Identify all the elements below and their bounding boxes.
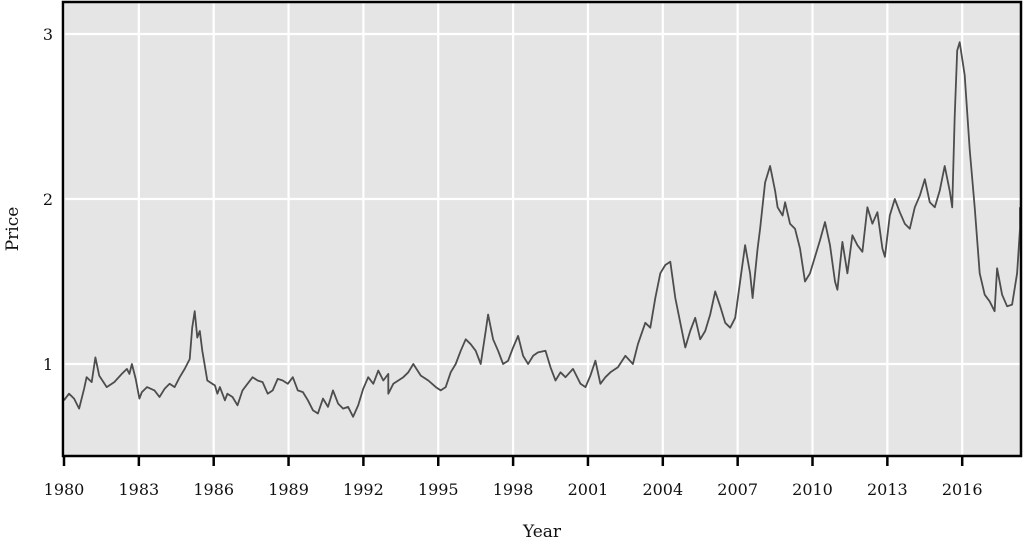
- y-tick-label: 1: [43, 355, 53, 374]
- plot-border: [61, 0, 1023, 458]
- y-tick-label: 3: [43, 25, 53, 44]
- x-tick-label: 2001: [568, 480, 609, 499]
- price-series-line: [63, 41, 1021, 418]
- x-axis-ticks: 1980 1983 1986 1989 1992 1995 1998 2001 2004 2007…: [44, 456, 983, 499]
- x-tick-label: 2016: [942, 480, 983, 499]
- y-axis-ticks: 1 2 3: [43, 25, 53, 374]
- y-tick-label: 2: [43, 190, 53, 209]
- x-tick-label: 2007: [717, 480, 758, 499]
- x-tick-label: 1983: [118, 480, 159, 499]
- x-tick-label: 1992: [343, 480, 384, 499]
- x-tick-label: 1980: [44, 480, 85, 499]
- gridlines: [62, 2, 1021, 456]
- plot-panel: [63, 2, 1021, 456]
- x-tick-label: 1998: [493, 480, 534, 499]
- x-tick-label: 2010: [792, 480, 833, 499]
- x-tick-label: 2004: [642, 480, 683, 499]
- x-tick-label: 1989: [268, 480, 309, 499]
- x-axis-title: Year: [522, 522, 562, 542]
- y-axis-title: Price: [3, 207, 23, 252]
- x-tick-label: 1995: [418, 480, 459, 499]
- x-tick-label: 2013: [867, 480, 908, 499]
- x-tick-label: 1986: [193, 480, 234, 499]
